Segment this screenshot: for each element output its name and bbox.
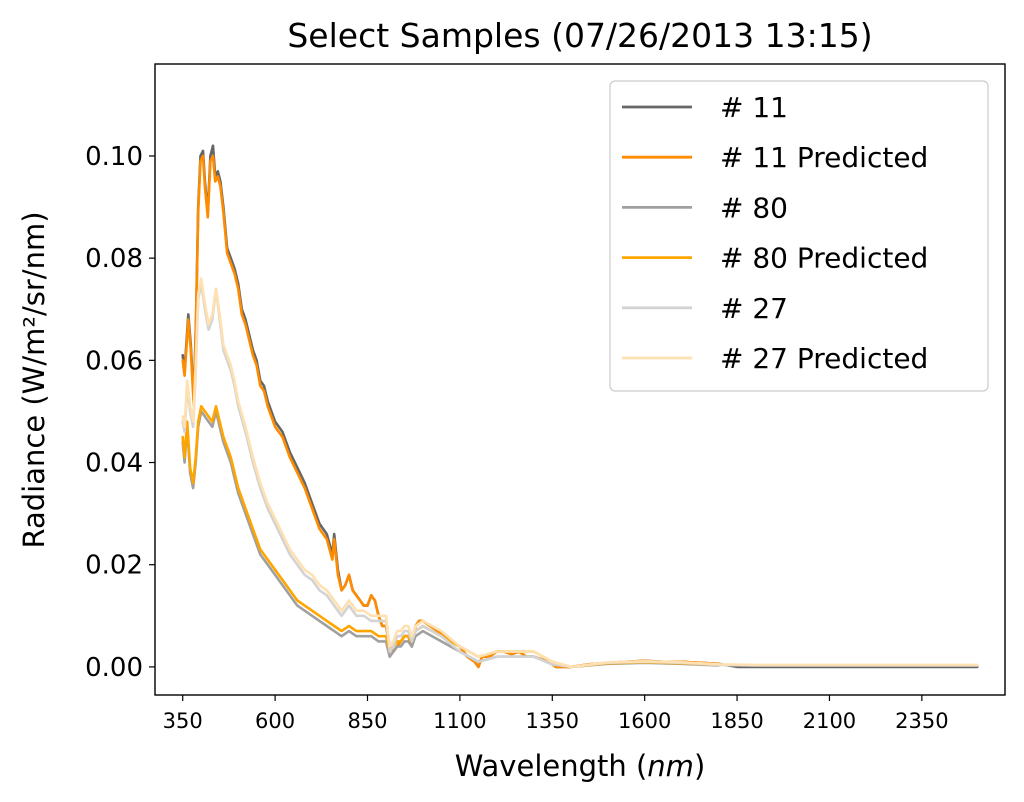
x-axis-label-suffix: ) [694,749,705,783]
legend-label-5: # 27 Predicted [720,342,928,375]
y-tick-label: 0.00 [85,653,143,683]
x-tick-label: 850 [347,709,387,733]
legend-label-0: # 11 [720,91,788,124]
y-tick-label: 0.02 [85,551,143,581]
x-axis-label: Wavelength (nm) [455,749,706,783]
legend-box [609,80,989,392]
legend-entries: # 11 # 11 Predicted # 80 # 80 Predicted # 27… [622,91,928,375]
legend-label-2: # 80 [720,191,788,224]
plot-frame [154,63,1006,696]
x-tick-label: 2100 [803,709,856,733]
x-tick-label: 1600 [618,709,671,733]
x-axis-label-prefix: Wavelength ( [455,749,648,783]
y-tick-label: 0.10 [85,142,143,172]
x-axis-ticks: 350 600 850 1100 1350 1600 1850 2100 2350 [163,695,949,733]
x-tick-label: 350 [163,709,203,733]
legend-label-3: # 80 Predicted [720,242,928,275]
y-tick-label: 0.08 [85,244,143,274]
series-line-1 [181,154,720,669]
x-tick-label: 1350 [526,709,579,733]
y-axis-ticks: 0.00 0.02 0.04 0.06 0.08 0.10 [85,142,155,683]
x-tick-label: 600 [255,709,295,733]
y-axis-label: Radiance (W/m²/sr/nm) [17,211,51,548]
x-tick-label: 2350 [895,709,948,733]
legend-label-4: # 27 [720,292,788,325]
legend: # 11 # 11 Predicted # 80 # 80 Predicted # 27… [609,80,989,392]
chart-title: Select Samples (07/26/2013 13:15) [287,16,872,55]
x-tick-label: 1850 [710,709,763,733]
y-tick-label: 0.06 [85,346,143,376]
x-axis-label-unit: nm [647,749,694,783]
series-line-5 [181,277,979,669]
series-layer [181,144,979,669]
y-tick-label: 0.04 [85,449,143,479]
legend-label-1: # 11 Predicted [720,141,928,174]
x-tick-label: 1100 [433,709,486,733]
